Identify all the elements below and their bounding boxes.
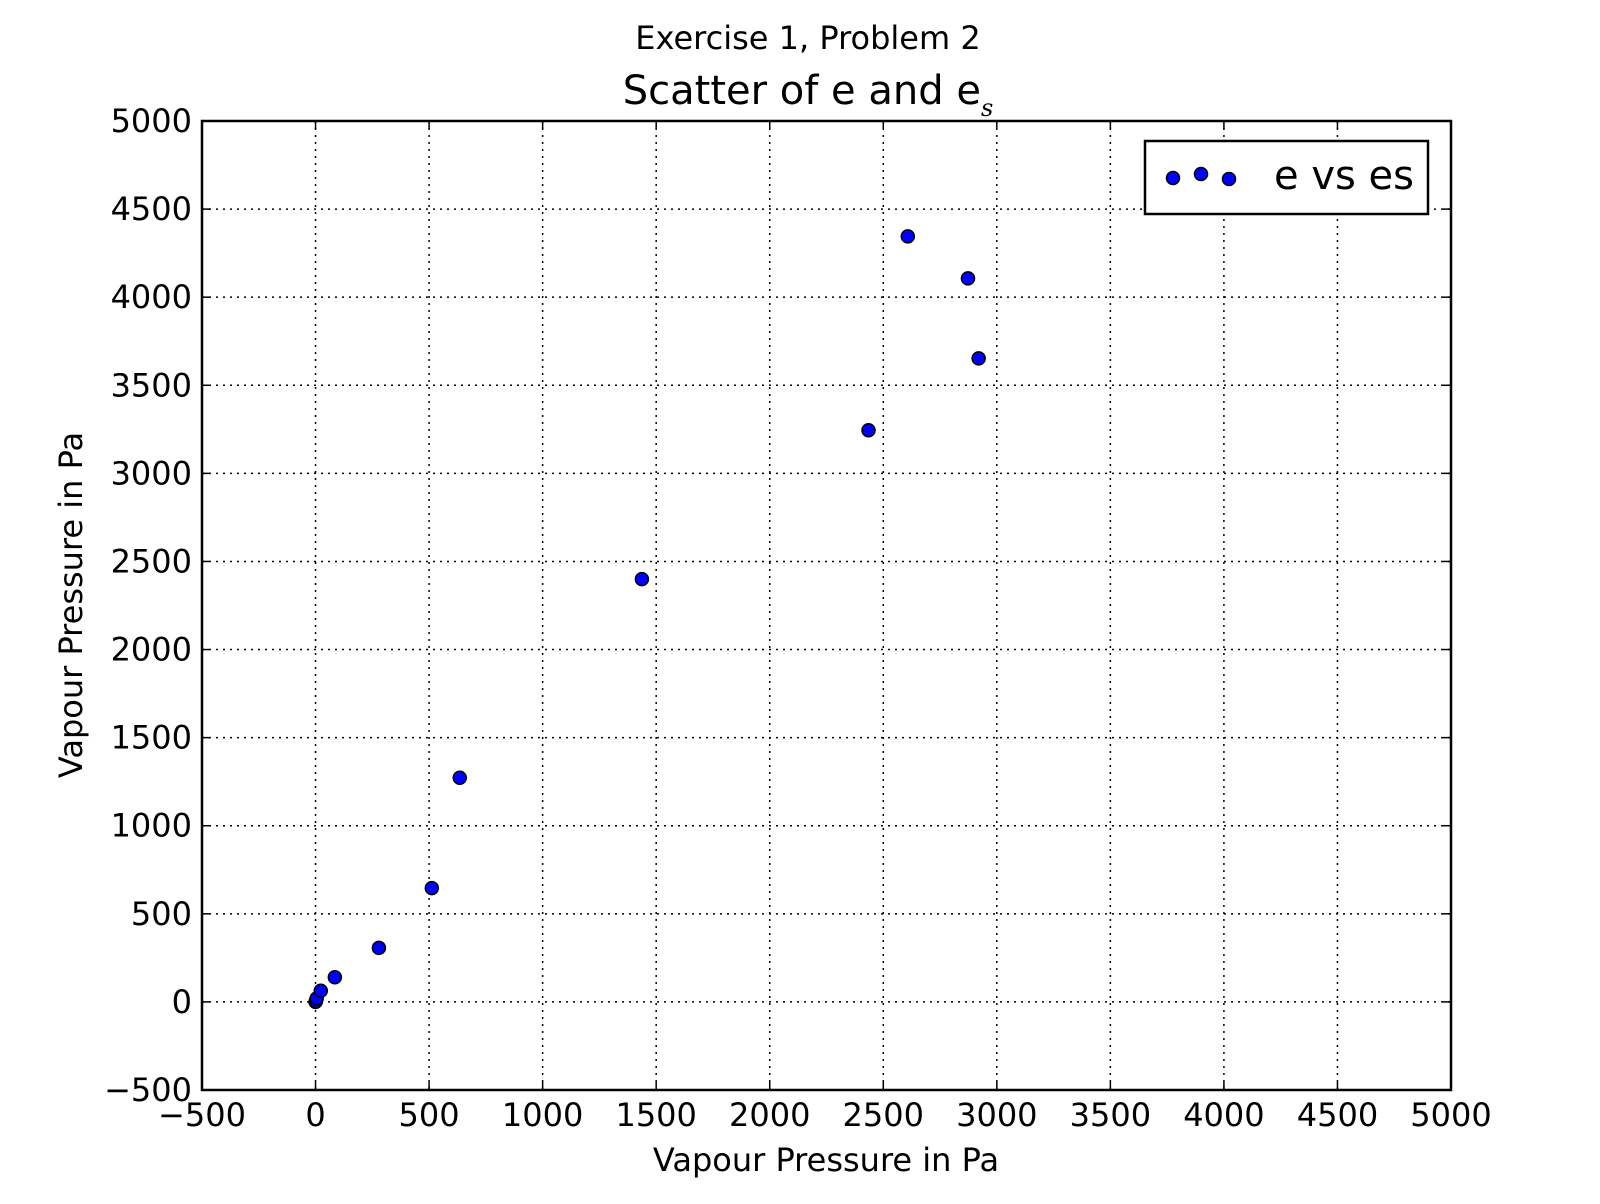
data-point bbox=[900, 229, 916, 244]
x-tick-label: 3500 bbox=[1070, 1096, 1151, 1134]
y-tick-label: 5000 bbox=[111, 102, 192, 140]
x-tick-label: −500 bbox=[158, 1096, 246, 1134]
y-axis-label: Vapour Pressure in Pa bbox=[52, 432, 90, 778]
x-tick-label: 2500 bbox=[843, 1096, 924, 1134]
data-point bbox=[971, 351, 986, 366]
chart-title-main: Scatter of e and e bbox=[623, 68, 981, 114]
legend-box bbox=[1143, 139, 1430, 216]
x-tick-label: 4500 bbox=[1297, 1096, 1378, 1134]
legend-marker bbox=[1165, 170, 1181, 186]
y-tick-label: −500 bbox=[104, 1071, 192, 1109]
y-tick-label: 2000 bbox=[111, 631, 192, 669]
x-tick-label: 3000 bbox=[956, 1096, 1037, 1134]
data-point bbox=[327, 969, 343, 985]
data-point bbox=[452, 770, 467, 786]
x-tick-label: 4000 bbox=[1183, 1096, 1264, 1134]
x-tick-label: 1500 bbox=[615, 1096, 696, 1134]
x-tick-label: 500 bbox=[399, 1096, 460, 1134]
axis-ticks: −500 0 500 1000 1500 2000 2500 3000 3500 4000 4500… bbox=[104, 102, 1492, 1134]
x-tick-label: 2000 bbox=[729, 1096, 810, 1134]
chart-title: Scatter of e and es bbox=[623, 68, 994, 122]
y-tick-label: 2500 bbox=[111, 542, 192, 580]
x-axis-label: Vapour Pressure in Pa bbox=[653, 1141, 999, 1179]
y-tick-label: 1000 bbox=[111, 807, 192, 845]
data-point bbox=[424, 880, 440, 896]
y-tick-label: 500 bbox=[131, 895, 192, 933]
y-tick-label: 3000 bbox=[111, 454, 192, 492]
x-tick-label: 5000 bbox=[1410, 1096, 1491, 1134]
y-tick-label: 1500 bbox=[111, 719, 192, 757]
y-tick-label: 0 bbox=[172, 983, 192, 1021]
legend-marker bbox=[1193, 166, 1209, 182]
y-tick-label: 3500 bbox=[111, 366, 192, 404]
chart-suptitle: Exercise 1, Problem 2 bbox=[635, 19, 980, 57]
data-point bbox=[634, 571, 650, 587]
x-tick-label: 1000 bbox=[502, 1096, 583, 1134]
data-point bbox=[371, 940, 387, 956]
plot-frame bbox=[200, 119, 1453, 1092]
legend-marker bbox=[1221, 171, 1237, 187]
y-tick-label: 4000 bbox=[111, 278, 192, 316]
chart-title-subscript: s bbox=[981, 94, 993, 122]
y-tick-label: 4500 bbox=[111, 190, 192, 228]
scatter-points bbox=[308, 229, 986, 1010]
legend: e vs es bbox=[1143, 139, 1430, 216]
grid-lines bbox=[202, 121, 1451, 1090]
x-tick-label: 0 bbox=[305, 1096, 325, 1134]
data-point bbox=[960, 271, 976, 286]
data-point bbox=[861, 422, 876, 438]
legend-label: e vs es bbox=[1274, 153, 1414, 199]
data-point bbox=[313, 983, 329, 999]
